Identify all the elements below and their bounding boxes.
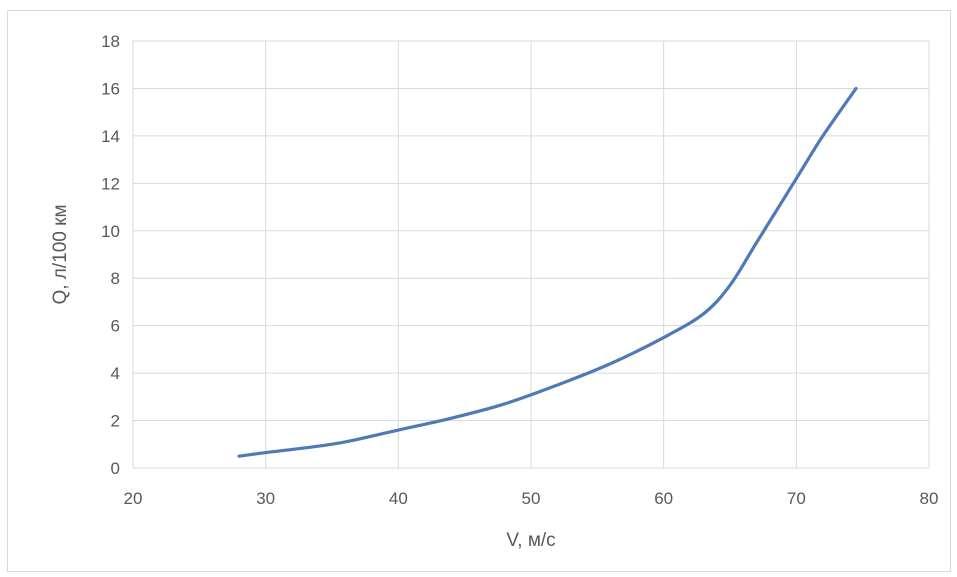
y-tick-label: 0 bbox=[111, 459, 120, 478]
x-tick-label: 20 bbox=[124, 489, 143, 508]
y-tick-label: 18 bbox=[101, 32, 120, 51]
x-tick-label: 80 bbox=[920, 489, 939, 508]
chart-area: 0 2 4 6 8 10 12 14 16 18 20 30 40 50 60 70 80 V, м/с Q, л/… bbox=[7, 10, 951, 572]
y-tick-label: 6 bbox=[111, 317, 120, 336]
y-tick-label: 16 bbox=[101, 79, 120, 98]
line-chart: 0 2 4 6 8 10 12 14 16 18 20 30 40 50 60 70 80 V, м/с Q, л/… bbox=[50, 32, 939, 551]
x-tick-label: 60 bbox=[654, 489, 673, 508]
y-tick-label: 14 bbox=[101, 127, 120, 146]
y-tick-label: 8 bbox=[111, 269, 120, 288]
x-axis-title: V, м/с bbox=[506, 530, 555, 551]
y-axis-title: Q, л/100 км bbox=[50, 204, 71, 304]
y-tick-label: 2 bbox=[111, 412, 120, 431]
x-tick-label: 40 bbox=[389, 489, 408, 508]
x-tick-label: 70 bbox=[787, 489, 806, 508]
y-tick-label: 10 bbox=[101, 222, 120, 241]
y-tick-label: 12 bbox=[101, 174, 120, 193]
series-line bbox=[237, 86, 858, 458]
y-tick-label: 4 bbox=[111, 364, 120, 383]
x-tick-label: 50 bbox=[522, 489, 541, 508]
x-tick-label: 30 bbox=[256, 489, 275, 508]
